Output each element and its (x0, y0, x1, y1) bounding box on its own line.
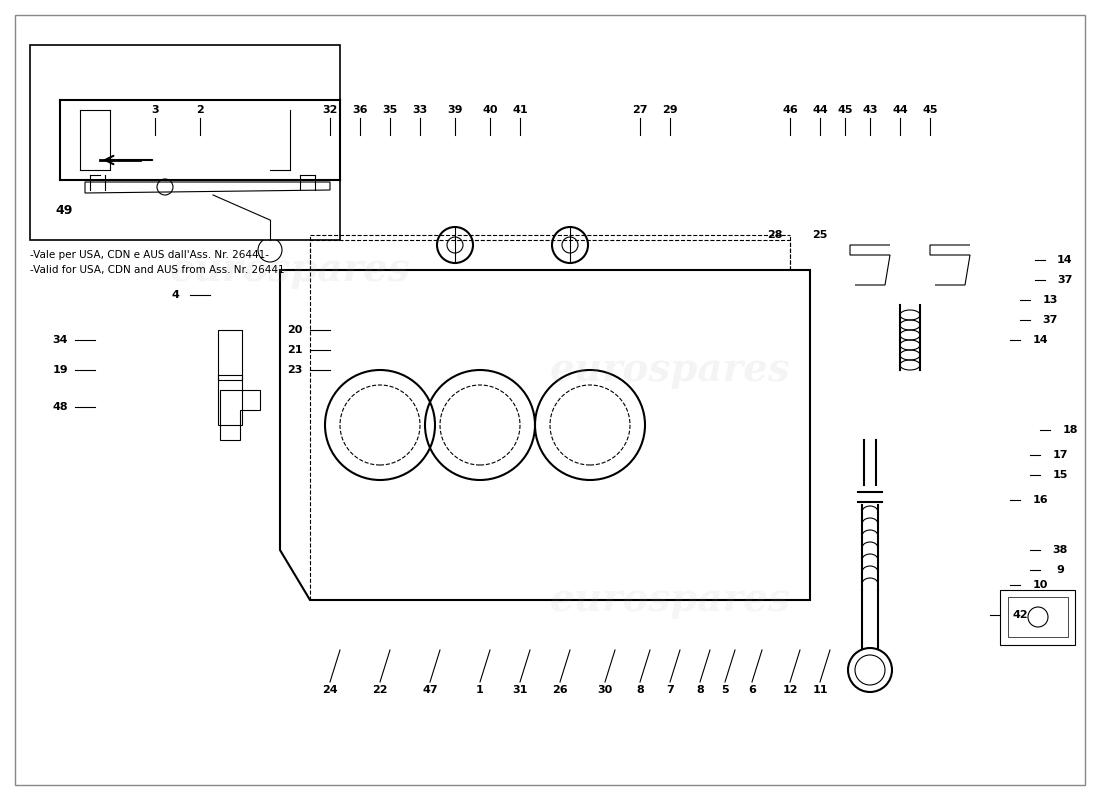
Text: 16: 16 (1032, 495, 1048, 505)
Text: 28: 28 (768, 230, 783, 240)
Text: 46: 46 (782, 105, 797, 115)
Text: 14: 14 (1057, 255, 1072, 265)
Text: 11: 11 (812, 685, 827, 695)
Text: 39: 39 (448, 105, 463, 115)
Text: 8: 8 (636, 685, 644, 695)
Text: 48: 48 (52, 402, 68, 412)
Text: 45: 45 (837, 105, 852, 115)
Text: 44: 44 (812, 105, 828, 115)
Text: 3: 3 (151, 105, 158, 115)
Text: 43: 43 (862, 105, 878, 115)
Text: 5: 5 (722, 685, 729, 695)
Bar (1008, 597, 1068, 637)
Text: -Valid for USA, CDN and AUS from Ass. Nr. 26441-: -Valid for USA, CDN and AUS from Ass. Nr… (30, 265, 288, 275)
Text: 37: 37 (1057, 275, 1072, 285)
Bar (218, 375, 242, 425)
Text: 31: 31 (513, 685, 528, 695)
Text: 10: 10 (1032, 580, 1047, 590)
Text: 38: 38 (1053, 545, 1068, 555)
Text: 19: 19 (52, 365, 68, 375)
Text: 29: 29 (662, 105, 678, 115)
Text: 30: 30 (597, 685, 613, 695)
Text: 36: 36 (352, 105, 367, 115)
Text: 41: 41 (513, 105, 528, 115)
Text: 24: 24 (322, 685, 338, 695)
Bar (30, 45, 340, 240)
Text: 42: 42 (1012, 610, 1027, 620)
Text: 21: 21 (287, 345, 303, 355)
Bar (1000, 590, 1075, 645)
Text: 14: 14 (1032, 335, 1048, 345)
Text: 27: 27 (632, 105, 648, 115)
Text: 34: 34 (53, 335, 68, 345)
Text: eurospares: eurospares (550, 351, 791, 389)
Text: 2: 2 (196, 105, 204, 115)
Text: 35: 35 (383, 105, 397, 115)
Text: 17: 17 (1053, 450, 1068, 460)
Text: 4: 4 (172, 290, 179, 300)
Text: -Vale per USA, CDN e AUS dall'Ass. Nr. 26441-: -Vale per USA, CDN e AUS dall'Ass. Nr. 2… (30, 250, 270, 260)
Text: 40: 40 (482, 105, 497, 115)
Bar (218, 330, 242, 380)
Text: 9: 9 (1056, 565, 1064, 575)
Text: 49: 49 (55, 203, 73, 217)
Text: 45: 45 (922, 105, 937, 115)
Text: 23: 23 (287, 365, 303, 375)
Text: 8: 8 (696, 685, 704, 695)
Text: 47: 47 (422, 685, 438, 695)
Text: 13: 13 (1043, 295, 1058, 305)
Text: 22: 22 (372, 685, 387, 695)
Text: 37: 37 (1043, 315, 1058, 325)
Text: 20: 20 (287, 325, 303, 335)
Text: 15: 15 (1053, 470, 1068, 480)
Text: 6: 6 (748, 685, 756, 695)
Text: 12: 12 (782, 685, 797, 695)
Text: eurospares: eurospares (550, 581, 791, 619)
Text: 1: 1 (476, 685, 484, 695)
Text: eurospares: eurospares (169, 251, 410, 289)
Text: 7: 7 (667, 685, 674, 695)
Text: 26: 26 (552, 685, 568, 695)
Text: 25: 25 (812, 230, 827, 240)
Text: 33: 33 (412, 105, 428, 115)
Text: 18: 18 (1063, 425, 1078, 435)
Text: 44: 44 (892, 105, 907, 115)
Text: 32: 32 (322, 105, 338, 115)
